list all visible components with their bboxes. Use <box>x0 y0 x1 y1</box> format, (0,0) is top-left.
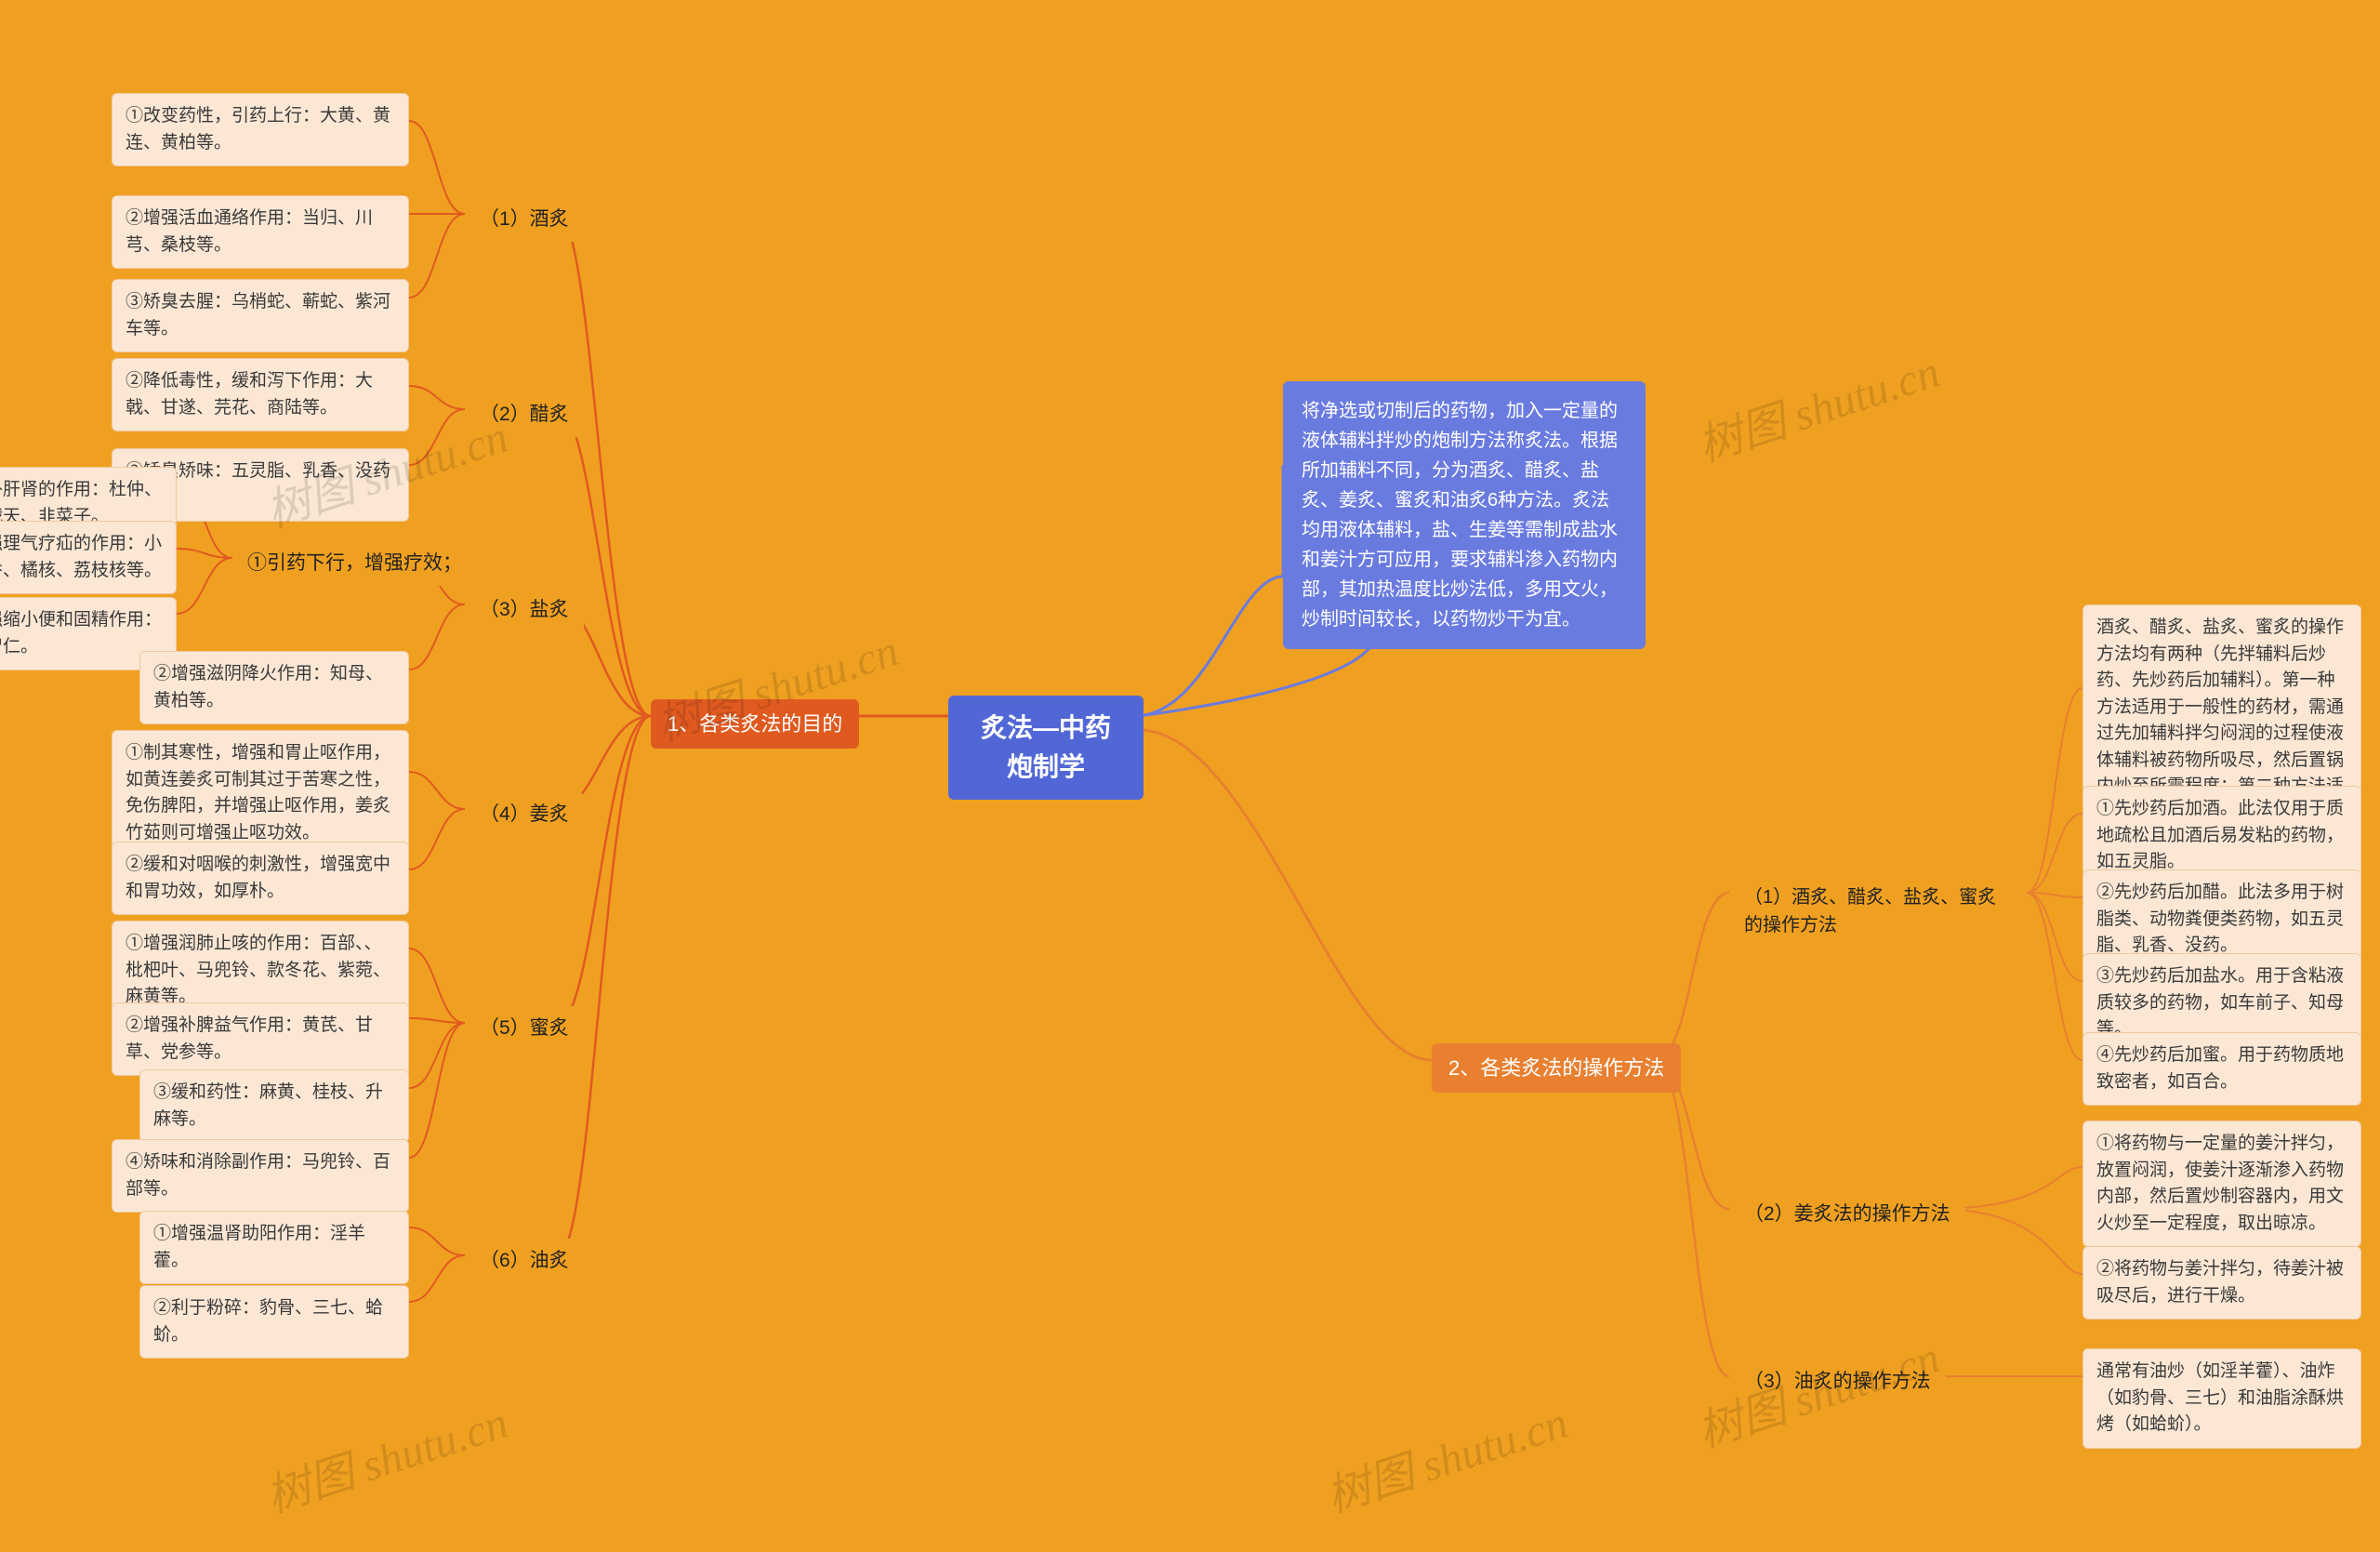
leaf: ④矫味和消除副作用：马兜铃、百部等。 <box>112 1139 409 1213</box>
s2-g2[interactable]: （2）姜炙法的操作方法 <box>1729 1192 1965 1237</box>
leaf: ②利于粉碎：豹骨、三七、蛤蚧。 <box>139 1285 409 1359</box>
leaf: ②缓和对咽喉的刺激性，增强宽中和胃功效，如厚朴。 <box>112 842 409 915</box>
intro-node: 将净选或切制后的药物，加入一定量的液体辅料拌炒的炮制方法称炙法。根据所加辅料不同… <box>1283 381 1646 649</box>
leaf: ②将药物与姜汁拌匀，待姜汁被吸尽后，进行干燥。 <box>2082 1246 2361 1320</box>
s1-g2[interactable]: （2）醋炙 <box>465 392 584 437</box>
leaf: ①制其寒性，增强和胃止呕作用，如黄连姜炙可制其过于苦寒之性，免伤脾阳，并增强止呕… <box>112 730 409 856</box>
center-node[interactable]: 炙法—中药炮制学 <box>948 696 1144 800</box>
leaf: ②降低毒性，缓和泻下作用：大戟、甘遂、芫花、商陆等。 <box>112 358 409 431</box>
s2-g3[interactable]: （3）油炙的操作方法 <box>1729 1360 1946 1404</box>
section2-node[interactable]: 2、各类炙法的操作方法 <box>1432 1043 1681 1093</box>
s1-g6[interactable]: （6）油炙 <box>465 1239 584 1283</box>
s1-g3[interactable]: （3）盐炙 <box>465 588 584 632</box>
watermark: 树图 shutu.cn <box>257 1386 515 1525</box>
leaf: 通常有油炒（如淫羊藿）、油炸（如豹骨、三七）和油脂涂酥烘烤（如蛤蚧）。 <box>2082 1348 2361 1449</box>
leaf: ③矫臭去腥：乌梢蛇、蕲蛇、紫河车等。 <box>112 279 409 352</box>
section1-node[interactable]: 1、各类炙法的目的 <box>651 699 859 749</box>
s2-g1[interactable]: （1）酒炙、醋炙、盐炙、蜜炙的操作方法 <box>1729 876 2027 947</box>
leaf: ②增强滋阴降火作用：知母、黄柏等。 <box>139 651 409 724</box>
watermark: 树图 shutu.cn <box>1316 1386 1575 1525</box>
s1-g1[interactable]: （1）酒炙 <box>465 197 584 242</box>
leaf: ①增强温肾助阳作用：淫羊藿。 <box>139 1211 409 1284</box>
leaf: ②增强补脾益气作用：黄芪、甘草、党参等。 <box>112 1002 409 1076</box>
s1-g5[interactable]: （5）蜜炙 <box>465 1006 584 1051</box>
s1-g4[interactable]: （4）姜炙 <box>465 792 584 837</box>
s1-g3-i0[interactable]: ①引药下行，增强疗效； <box>232 541 477 586</box>
leaf: 增强理气疗疝的作用：小茴香、橘核、荔枝核等。 <box>0 521 177 594</box>
leaf: ①改变药性，引药上行：大黄、黄连、黄柏等。 <box>112 93 409 166</box>
leaf: ④先炒药后加蜜。用于药物质地致密者，如百合。 <box>2082 1032 2361 1106</box>
watermark: 树图 shutu.cn <box>1688 335 1947 474</box>
leaf: ③缓和药性：麻黄、桂枝、升麻等。 <box>139 1069 409 1143</box>
mindmap-canvas: 炙法—中药炮制学 将净选或切制后的药物，加入一定量的液体辅料拌炒的炮制方法称炙法… <box>0 0 2380 1552</box>
leaf: ①将药物与一定量的姜汁拌匀，放置闷润，使姜汁逐渐渗入药物内部，然后置炒制容器内，… <box>2082 1121 2361 1247</box>
leaf: ②增强活血通络作用：当归、川芎、桑枝等。 <box>112 195 409 269</box>
